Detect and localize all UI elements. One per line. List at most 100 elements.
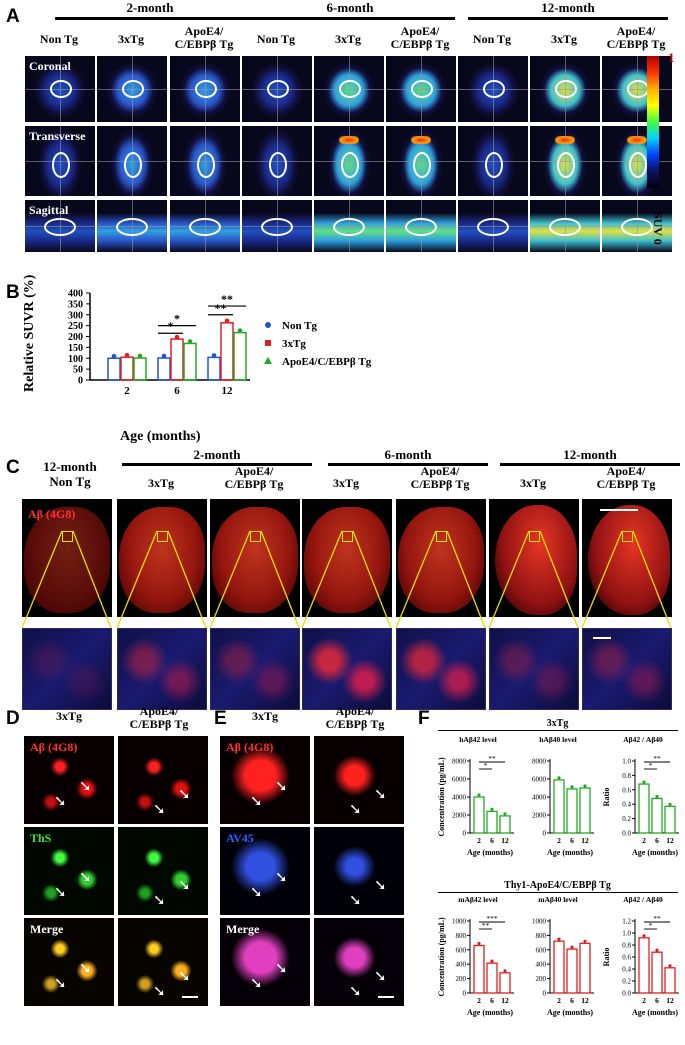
pet-image — [530, 126, 600, 196]
scale-bar — [593, 637, 611, 639]
x-tick-label: 2 — [642, 996, 646, 1005]
roi-ellipse — [122, 80, 144, 98]
x-axis-label: Age (months) — [632, 848, 678, 857]
arrow-icon: ➘ — [79, 870, 92, 886]
y-tick-label: 400 — [536, 961, 547, 969]
y-tick-label: 0.8 — [622, 942, 631, 950]
bar — [638, 937, 650, 994]
zoom-connector — [446, 530, 486, 629]
arrow-icon: ➘ — [349, 802, 362, 818]
y-tick-label: 100 — [68, 354, 83, 365]
data-point — [161, 353, 167, 359]
y-tick-label: 0.4 — [622, 801, 631, 809]
roi-ellipse — [477, 218, 509, 236]
pet-image — [170, 200, 240, 252]
roi-ellipse — [621, 218, 653, 236]
pet-col-header-7: 3xTg — [550, 32, 577, 46]
pet-image — [458, 56, 528, 122]
panel-label-a: A — [6, 6, 20, 27]
significance-label: * — [484, 761, 488, 770]
scale-bar — [600, 509, 638, 511]
bar — [566, 788, 578, 834]
y-tick-label: 400 — [68, 289, 83, 300]
x-tick-label: 2 — [124, 385, 130, 397]
arrow-icon: ➘ — [374, 878, 387, 894]
zoom-image — [302, 628, 392, 710]
y-tick-label: 800 — [536, 932, 547, 940]
f-bottom-group-bar — [438, 892, 678, 893]
pet-image — [530, 200, 600, 252]
pet-image — [530, 56, 600, 122]
chart-f4: mAβ42 level 0 200 400 600 800 1000 2 6 12 Age (mon… — [437, 895, 514, 1017]
data-point — [642, 934, 646, 938]
roi-ellipse — [269, 152, 287, 178]
pet-image — [602, 200, 672, 252]
arrow-icon: ➘ — [275, 961, 288, 977]
chart-title: hAβ42 level — [459, 735, 497, 744]
micrograph-label: Merge — [30, 922, 64, 936]
chart-title: Aβ42 / Aβ40 — [623, 735, 663, 744]
y-tick-label: 0.6 — [622, 954, 631, 962]
y-tick-label: 8000 — [452, 758, 467, 766]
arrow-icon: ➘ — [79, 961, 92, 977]
y-tick-label: 350 — [68, 299, 83, 310]
d-col-header-apoe4: ApoE4/ C/EBPβ Tg — [129, 704, 189, 731]
y-tick-label: 0.2 — [622, 815, 631, 823]
pet-image — [242, 200, 312, 252]
y-tick-label: 600 — [536, 946, 547, 954]
x-tick-label: 6 — [570, 996, 574, 1005]
bar — [473, 796, 485, 834]
x-tick-label: 12 — [581, 996, 589, 1005]
y-tick-label: 0.2 — [622, 978, 631, 986]
y-tick-label: 50 — [73, 365, 83, 376]
chart-title: Aβ42 / Aβ40 — [623, 895, 663, 904]
roi-ellipse — [124, 152, 142, 178]
pet-image — [386, 200, 456, 252]
bar-3xtg — [120, 356, 134, 381]
pet-image — [458, 126, 528, 196]
c-first-col-header: 12-month Non Tg — [43, 459, 97, 489]
pet-image — [97, 56, 167, 122]
y-tick-label: 200 — [456, 975, 467, 983]
panel-label-e: E — [214, 708, 227, 729]
brain-col-header-3: 3xTg — [332, 476, 359, 490]
bar — [664, 805, 676, 834]
zoom-connector — [352, 530, 392, 629]
pet-col-header-3: Non Tg — [256, 32, 296, 46]
zoom-region-box — [622, 531, 633, 542]
zoom-region-box — [62, 531, 73, 542]
pet-col-header-1: 3xTg — [117, 32, 144, 46]
data-point — [583, 784, 587, 788]
arrow-icon: ➘ — [349, 893, 362, 909]
bar — [499, 972, 511, 994]
group-header-2-month: 2-month — [126, 0, 174, 15]
pet-image — [25, 56, 95, 122]
tissue — [304, 507, 390, 613]
micrograph: ThS ➘ ➘ — [24, 827, 114, 915]
x-tick-label: 6 — [174, 385, 180, 397]
brain-col-header-2: ApoE4/ C/EBPβ Tg — [224, 464, 284, 491]
data-point — [237, 328, 243, 333]
bar — [579, 787, 591, 834]
roi-ellipse — [267, 80, 289, 98]
roi-ellipse — [50, 80, 72, 98]
y-tick-label: 250 — [68, 321, 83, 332]
chart-b-ylabel: Relative SUVR (%) — [22, 274, 37, 392]
y-tick-label: 6000 — [532, 776, 547, 784]
pet-col-header-6: Non Tg — [472, 32, 512, 46]
data-point — [668, 964, 672, 968]
brain-section — [22, 499, 112, 617]
zoom-connector — [539, 530, 579, 629]
pet-image — [25, 200, 95, 252]
x-axis-label: Age (months) — [547, 1008, 593, 1017]
roi-ellipse — [52, 152, 70, 178]
panel-label-d: D — [6, 708, 20, 729]
x-tick-label: 2 — [642, 836, 646, 845]
y-axis-label: Concentration (pg/mL) — [437, 917, 446, 997]
x-tick-label: 6 — [655, 996, 659, 1005]
micrograph: ➘ ➘ — [118, 918, 208, 1006]
tissue — [119, 507, 205, 613]
pet-image — [97, 126, 167, 196]
data-point — [583, 939, 587, 943]
pet-col-header-0: Non Tg — [39, 32, 79, 46]
